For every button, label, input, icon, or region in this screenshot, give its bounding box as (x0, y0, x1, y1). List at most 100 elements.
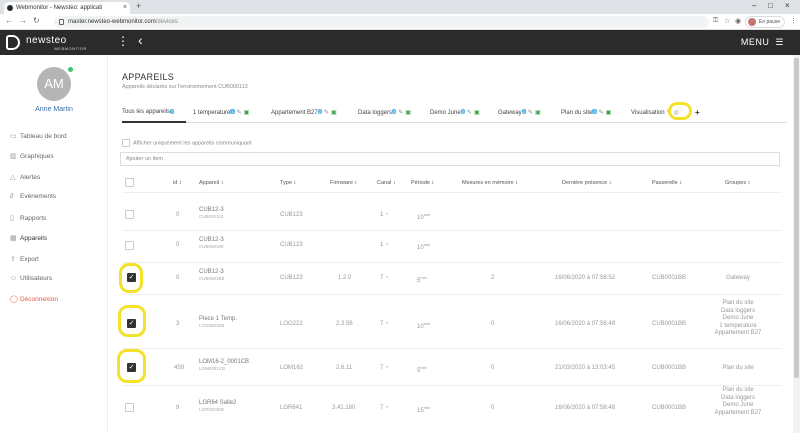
tab-appartement-b27[interactable]: Appartement B272 ✎ ▣ (271, 109, 337, 116)
group-label: Plan du site (722, 387, 754, 393)
cell-type: CUB123 (280, 275, 303, 281)
sort-icon: ↕ (431, 180, 435, 186)
row-checkbox[interactable] (125, 210, 134, 219)
row-divider (122, 385, 782, 386)
pencil-icon[interactable]: ✎ (236, 110, 242, 116)
tab-all-devices[interactable]: Tous les appareils7 (122, 109, 175, 115)
header-label: Canal (377, 180, 392, 186)
row-checkbox[interactable] (125, 241, 134, 250)
cell-device[interactable]: CUB12-3 CUB000109 (199, 237, 224, 249)
reload-icon[interactable]: ↻ (33, 16, 40, 25)
excel-icon[interactable]: ▣ (243, 110, 250, 116)
cell-device[interactable]: CUB12-3 CUB0001BB (199, 269, 225, 281)
group-label: Gateway (726, 275, 750, 281)
excel-icon[interactable]: ▣ (473, 110, 480, 116)
device-name: CUB12-3 (199, 207, 224, 213)
add-item-input[interactable]: Ajouter un item (120, 152, 780, 166)
tab-label: Visualisation (631, 110, 665, 116)
tab-gateway[interactable]: Gateway1 ✎ ▣ (498, 109, 541, 116)
new-tab-icon[interactable]: + (136, 1, 142, 11)
row-checkbox[interactable]: ✓ (127, 363, 136, 372)
extension-icon[interactable]: ◉ (735, 18, 742, 25)
maximize-icon[interactable]: □ (768, 1, 773, 10)
cell-period: 10min (417, 212, 430, 221)
device-name: CUB12-3 (199, 269, 224, 275)
star-icon[interactable]: ☆ (724, 18, 731, 25)
scrollbar-thumb[interactable] (794, 58, 799, 378)
user-name[interactable]: Anne Martin (35, 106, 73, 113)
tab-data-loggers[interactable]: Data loggers4 ✎ ▣ (358, 109, 411, 116)
header-label: Dernière présence (562, 180, 608, 186)
communicating-filter[interactable]: Afficher uniquement les appareils commun… (122, 139, 252, 147)
pencil-icon[interactable]: ✎ (398, 110, 404, 116)
column-header-gateway[interactable]: Passerelle ↕ (652, 180, 682, 186)
excel-icon[interactable]: ▣ (330, 110, 337, 116)
sidebar-item-users[interactable]: ☺ Utilisateurs (10, 275, 52, 282)
tab-label: 1 temperature (193, 110, 231, 116)
close-window-icon[interactable]: × (785, 1, 790, 10)
sidebar-item-reports[interactable]: ▯ Rapports (10, 214, 46, 222)
browser-back-icon[interactable]: ← (5, 16, 13, 25)
excel-icon[interactable]: ▣ (405, 110, 411, 116)
profile-avatar (748, 18, 756, 26)
tab-plan-du-site[interactable]: Plan du site3 ✎ ▣ (561, 109, 611, 116)
cell-groups: Plan du site Data loggers Demo June 1 te… (693, 300, 783, 338)
group-label: Appartement B27 (714, 409, 762, 416)
cell-device[interactable]: CUB12-3 CUB000113 (199, 207, 224, 219)
sidebar-item-graphs[interactable]: ▥ Graphiques (10, 152, 54, 160)
select-all-checkbox[interactable] (125, 178, 134, 187)
tab-label: Data loggers (358, 110, 393, 116)
column-header-measures[interactable]: Mesures en mémoire ↕ (462, 180, 518, 186)
key-icon[interactable]: ⚿ (713, 17, 719, 24)
filter-checkbox[interactable] (122, 139, 130, 147)
tab-1-temperature[interactable]: 1 temperature1 ✎ ▣ (193, 109, 249, 116)
period-value: 10 (417, 324, 424, 330)
row-checkbox[interactable] (125, 403, 134, 412)
add-tab-icon[interactable]: + (695, 108, 700, 117)
column-header-last-seen[interactable]: Dernière présence ↕ (562, 180, 612, 186)
excel-icon[interactable]: ▣ (534, 110, 541, 116)
column-header-period[interactable]: Période ↕ (411, 180, 434, 186)
back-chevron-icon[interactable]: ‹ (138, 32, 143, 48)
pencil-icon[interactable]: ✎ (466, 110, 472, 116)
cell-device[interactable]: LGR64 Salle2 LGR00248D (199, 400, 236, 412)
sidebar-item-export[interactable]: ⇪ Export (10, 255, 39, 263)
header-divider (122, 192, 782, 193)
cell-device[interactable]: LOM16-2_0001CB LOM0001CB (199, 359, 249, 371)
avatar[interactable]: AM (37, 67, 71, 101)
browser-tab[interactable]: Webmonitor - Newsteo: applicati × (4, 2, 130, 14)
tab-demo-june[interactable]: Demo June2 ✎ ▣ (430, 109, 480, 116)
browser-forward-icon[interactable]: → (19, 16, 27, 25)
row-checkbox[interactable]: ✓ (127, 319, 136, 328)
pencil-icon[interactable]: ✎ (323, 110, 329, 116)
browser-menu-icon[interactable]: ⋮ (790, 18, 797, 25)
pencil-icon[interactable]: ✎ (598, 110, 604, 116)
column-header-device[interactable]: Appareil ↕ (199, 180, 223, 186)
column-header-type[interactable]: Type ↕ (280, 180, 296, 186)
kebab-icon[interactable]: ⋮ (117, 34, 129, 48)
url-field[interactable]: master.newsteo-webmonitor.com/devices (54, 16, 709, 28)
profile-button[interactable]: En pause (745, 16, 785, 28)
sidebar-item-logout[interactable]: ◯ Déconnexion (10, 295, 58, 303)
tab-count-badge: 7 (170, 109, 175, 114)
menu-button[interactable]: MENU ☰ (741, 37, 784, 48)
close-tab-icon[interactable]: × (122, 4, 127, 11)
header-label: Appareil (199, 180, 220, 186)
cell-device[interactable]: Piece 1 Temp. LOG0B255B (199, 316, 237, 328)
sidebar-item-dashboard[interactable]: ▭ Tableau de bord (10, 132, 67, 140)
pencil-icon[interactable]: ✎ (527, 110, 533, 116)
row-checkbox[interactable]: ✓ (127, 273, 136, 282)
lock-icon (59, 19, 64, 25)
sidebar-item-alerts[interactable]: △ Alertes (10, 173, 40, 181)
sidebar-item-devices[interactable]: ▦ Appareils (10, 234, 47, 242)
filter-label: Afficher uniquement les appareils commun… (133, 140, 252, 147)
column-header-id[interactable]: id ↕ (173, 180, 182, 186)
minimize-icon[interactable]: – (752, 1, 757, 10)
sidebar-item-events[interactable]: ∂ Evénements (10, 193, 56, 200)
column-header-channel[interactable]: Canal ↕ (377, 180, 396, 186)
column-header-groups[interactable]: Groupes ↕ (725, 180, 750, 186)
cell-measures: 0 (491, 405, 495, 411)
column-header-firmware[interactable]: Firmware ↕ (330, 180, 357, 186)
excel-icon[interactable]: ▣ (605, 110, 612, 116)
browser-tab-title: Webmonitor - Newsteo: applicati (16, 5, 103, 11)
